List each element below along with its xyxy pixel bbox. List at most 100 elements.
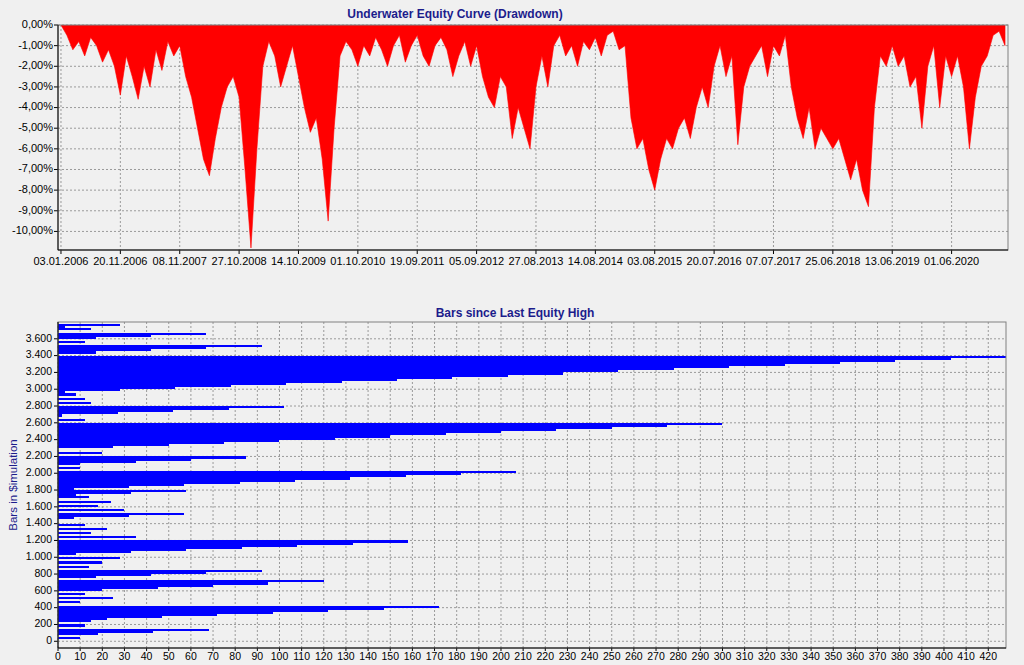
chart-canvas: 0,00%-1,00%-2,00%-3,00%-4,00%-5,00%-6,00… xyxy=(0,0,1024,665)
bar xyxy=(58,333,206,335)
bar xyxy=(58,463,80,465)
bar xyxy=(58,408,229,410)
tick-label: 07.07.2017 xyxy=(746,255,801,267)
tick-label: 160 xyxy=(404,650,422,662)
bar xyxy=(58,442,224,444)
tick-label: 360 xyxy=(847,650,865,662)
tick-label: 2.600 xyxy=(26,416,52,428)
tick-label: 20 xyxy=(96,650,108,662)
bar xyxy=(58,477,350,479)
grid-line xyxy=(722,322,723,648)
grid-line xyxy=(58,523,1006,524)
tick-mark xyxy=(54,422,58,423)
bar xyxy=(58,366,729,368)
tick-mark xyxy=(54,148,58,149)
tick-label: 390 xyxy=(913,650,931,662)
plot-frame xyxy=(58,25,1008,250)
bar xyxy=(58,349,151,351)
tick-label: 270 xyxy=(647,650,665,662)
bar xyxy=(58,372,563,374)
bar xyxy=(58,419,85,421)
grid-line xyxy=(58,590,1006,591)
tick-label: 1.400 xyxy=(26,516,52,528)
axis-line xyxy=(58,25,59,250)
tick-mark xyxy=(54,439,58,440)
bar xyxy=(58,414,62,416)
grid-line xyxy=(656,322,657,648)
bar xyxy=(58,446,113,448)
bar xyxy=(58,513,184,515)
tick-mark xyxy=(54,406,58,407)
bar xyxy=(58,597,113,599)
bar xyxy=(58,435,390,437)
grid-line xyxy=(788,322,789,648)
bar xyxy=(58,358,951,360)
tick-label: 310 xyxy=(736,650,754,662)
tick-label: 27.10.2008 xyxy=(212,255,267,267)
tick-mark xyxy=(54,506,58,507)
tick-label: 220 xyxy=(537,650,555,662)
grid-line xyxy=(773,25,774,250)
tick-label: 3.400 xyxy=(26,348,52,360)
data-group xyxy=(61,25,1005,248)
bar xyxy=(58,572,206,574)
bar xyxy=(58,429,556,431)
tick-label: 13.06.2019 xyxy=(865,255,920,267)
tick-label: 280 xyxy=(669,650,687,662)
grid-line xyxy=(595,25,596,250)
tick-label: 03.01.2006 xyxy=(33,255,88,267)
tick-mark xyxy=(54,523,58,524)
bar xyxy=(58,381,342,383)
tick-label: 110 xyxy=(293,650,310,662)
tick-label: 130 xyxy=(337,650,355,662)
bar xyxy=(58,574,151,576)
tick-mark xyxy=(535,250,536,254)
tick-label: -9,00% xyxy=(18,204,53,216)
tick-mark xyxy=(54,355,58,356)
tick-mark xyxy=(357,250,358,254)
bar xyxy=(58,593,85,595)
grid-line xyxy=(58,641,1006,642)
grid-line xyxy=(943,322,944,648)
tick-label: -8,00% xyxy=(18,183,53,195)
bar xyxy=(58,566,89,568)
grid-line xyxy=(700,322,701,648)
bar xyxy=(58,440,279,442)
tick-label: 19.09.2011 xyxy=(390,255,444,267)
bar xyxy=(58,347,206,349)
bar xyxy=(58,452,102,454)
tick-mark xyxy=(54,231,58,232)
tick-mark xyxy=(54,557,58,558)
bar xyxy=(58,433,446,435)
bar xyxy=(58,370,618,372)
tick-label: 800 xyxy=(34,567,52,579)
chart-title: Underwater Equity Curve (Drawdown) xyxy=(347,7,562,21)
tick-label: 150 xyxy=(381,650,399,662)
tick-mark xyxy=(54,574,58,575)
grid-line xyxy=(58,338,1006,339)
tick-label: 340 xyxy=(802,650,820,662)
tick-label: 230 xyxy=(559,650,577,662)
bar xyxy=(58,633,98,635)
tick-label: 20.11.2006 xyxy=(93,255,147,267)
bar xyxy=(58,492,131,494)
page: html,body{margin:0;padding:0;background:… xyxy=(0,0,1024,665)
tick-label: 330 xyxy=(780,650,798,662)
tick-label: 1.600 xyxy=(26,500,52,512)
tick-label: 400 xyxy=(34,600,52,612)
bar xyxy=(58,360,895,362)
tick-label: 50 xyxy=(163,650,175,662)
grid-line xyxy=(877,322,878,648)
tick-label: 380 xyxy=(891,650,909,662)
tick-mark xyxy=(476,250,477,254)
bar xyxy=(58,406,284,408)
bar xyxy=(58,545,297,547)
tick-label: 140 xyxy=(359,650,377,662)
tick-label: 30 xyxy=(119,650,131,662)
tick-mark xyxy=(54,641,58,642)
tick-label: 01.10.2010 xyxy=(330,255,385,267)
tick-label: 70 xyxy=(207,650,219,662)
bar xyxy=(58,389,120,391)
tick-label: 210 xyxy=(514,650,532,662)
tick-mark xyxy=(54,25,58,26)
